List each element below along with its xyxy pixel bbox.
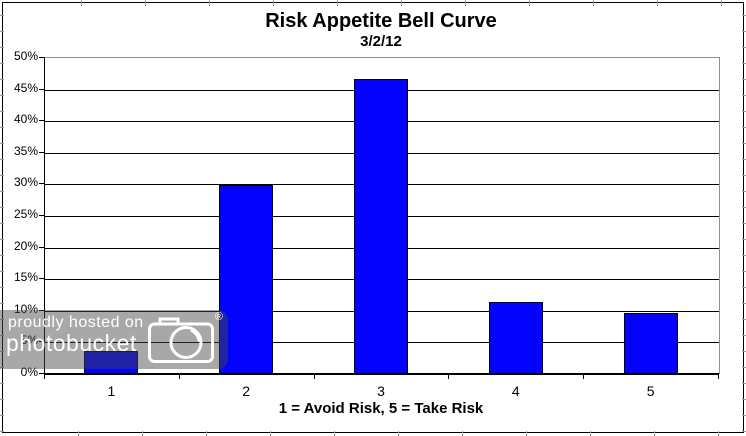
chart-title: Risk Appetite Bell Curve [265, 10, 497, 32]
y-axis-label-40%: 40% [13, 112, 38, 127]
y-axis-tick [39, 246, 44, 248]
y-axis-tick [39, 278, 44, 280]
y-axis-tick [39, 120, 44, 122]
x-axis-category-label-4: 4 [511, 383, 520, 399]
y-axis-tick [39, 88, 44, 90]
x-axis-tick [583, 374, 585, 379]
watermark-tagline: proudly hosted on [8, 314, 144, 331]
camera-icon [148, 317, 214, 363]
x-axis-line [44, 373, 719, 375]
bar-category-5 [623, 312, 678, 373]
y-axis-tick [39, 215, 44, 216]
y-axis-label-10%: 10% [13, 301, 38, 316]
bar-category-4 [488, 301, 543, 373]
y-axis-label-30%: 30% [13, 175, 38, 190]
bar-category-1 [84, 350, 139, 373]
x-axis-category-label-5: 5 [646, 383, 655, 399]
chart-subtitle: 3/2/12 [360, 33, 402, 50]
y-axis-label-35%: 35% [13, 143, 38, 158]
y-axis-label-0%: 0% [20, 365, 38, 379]
y-axis-tick [39, 341, 44, 343]
y-axis-label-25%: 25% [13, 207, 38, 221]
y-axis-tick [39, 57, 44, 58]
x-axis-tick [313, 374, 315, 379]
y-axis-tick [39, 309, 44, 311]
photobucket-watermark: proudly hosted on photobucket ® [0, 310, 228, 369]
y-axis-tick [39, 183, 44, 185]
y-axis-tick [39, 373, 44, 374]
x-axis-category-label-2: 2 [242, 383, 251, 399]
y-axis-label-15%: 15% [13, 270, 38, 285]
y-axis-label-20%: 20% [13, 238, 38, 253]
x-axis-title: 1 = Avoid Risk, 5 = Take Risk [278, 400, 484, 417]
y-axis-label-45%: 45% [13, 80, 38, 95]
bar-category-2 [219, 185, 274, 373]
x-axis-category-label-1: 1 [107, 383, 116, 399]
y-axis-tick [39, 151, 44, 153]
x-axis-tick [448, 374, 450, 379]
y-axis-label-5%: 5% [20, 333, 38, 348]
y-axis-label-50%: 50% [13, 49, 38, 63]
watermark-brand: photobucket [6, 330, 137, 356]
bar-category-3 [354, 79, 408, 373]
x-axis-category-label-3: 3 [377, 383, 385, 399]
x-axis-tick [44, 374, 45, 379]
x-axis-tick [718, 374, 719, 379]
x-axis-tick [178, 374, 180, 379]
registered-trademark: ® [214, 311, 223, 323]
